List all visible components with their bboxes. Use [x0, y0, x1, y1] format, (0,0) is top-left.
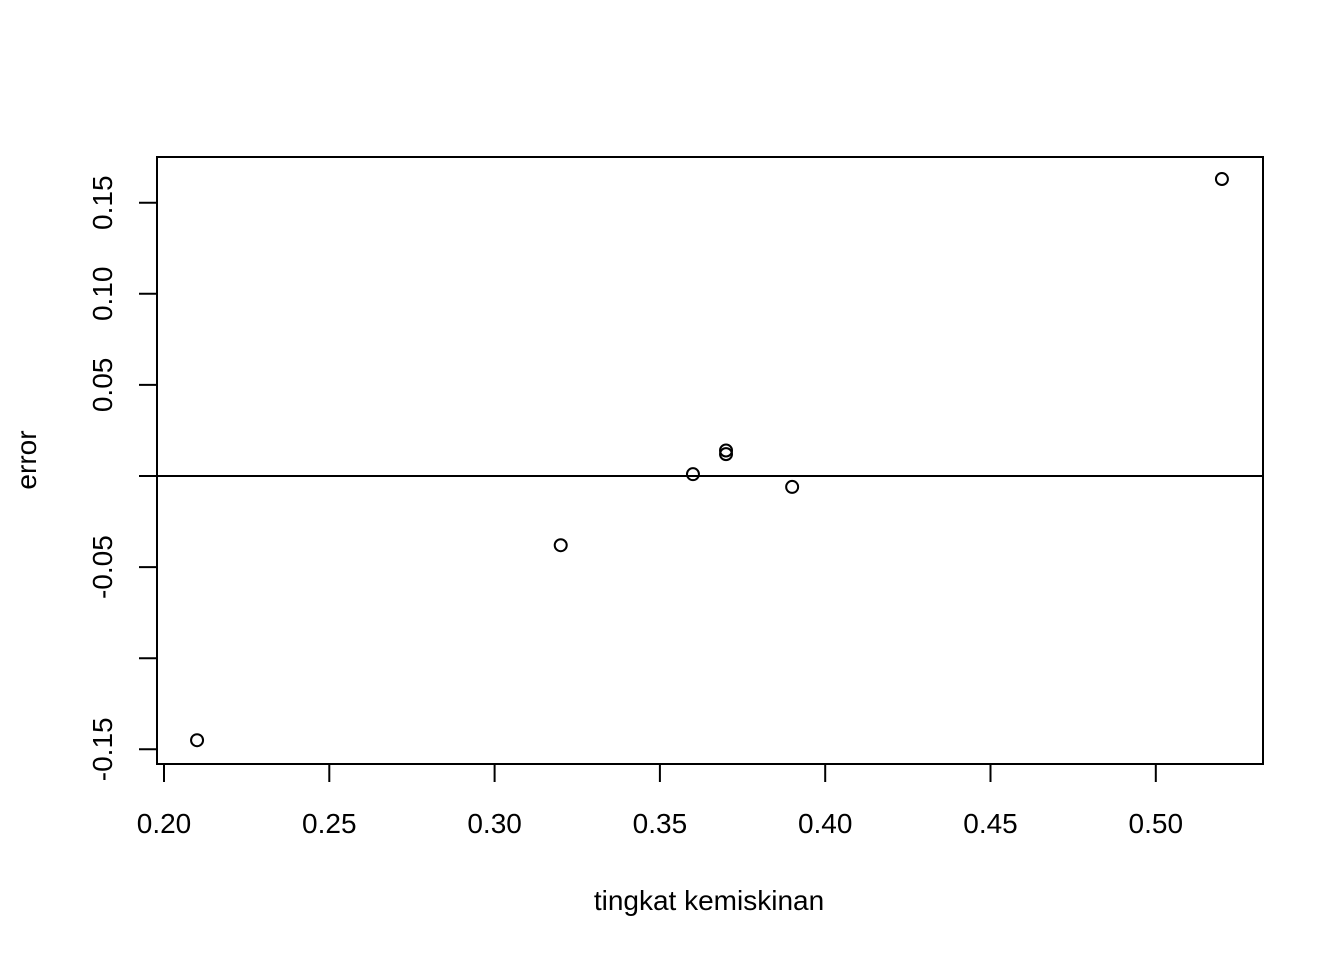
y-tick-label: 0.10: [87, 267, 118, 322]
data-point: [719, 447, 734, 462]
x-tick-label: 0.45: [963, 808, 1018, 839]
x-tick-label: 0.50: [1129, 808, 1184, 839]
x-tick-label: 0.20: [137, 808, 192, 839]
x-tick-label: 0.40: [798, 808, 853, 839]
x-tick-label: 0.25: [302, 808, 357, 839]
y-tick-label: -0.05: [87, 535, 118, 599]
data-point: [719, 443, 734, 458]
data-point: [553, 538, 568, 553]
data-point: [190, 733, 205, 748]
x-tick-label: 0.30: [467, 808, 522, 839]
data-point: [785, 479, 800, 494]
data-point: [1214, 172, 1229, 187]
y-tick-label: -0.15: [87, 717, 118, 781]
x-axis-title: tingkat kemiskinan: [594, 885, 824, 916]
data-point: [685, 467, 700, 482]
x-axis: 0.20 0.25 0.30 0.35 0.40 0.45 0.50: [137, 763, 1184, 839]
plot-frame: [156, 156, 1264, 765]
y-axis-title: error: [11, 430, 42, 489]
y-axis: -0.15 -0.05 0.05 0.10 0.15: [87, 175, 158, 781]
x-tick-label: 0.35: [633, 808, 688, 839]
data-points: [190, 172, 1229, 748]
y-tick-label: 0.15: [87, 175, 118, 230]
y-tick-label: 0.05: [87, 358, 118, 413]
